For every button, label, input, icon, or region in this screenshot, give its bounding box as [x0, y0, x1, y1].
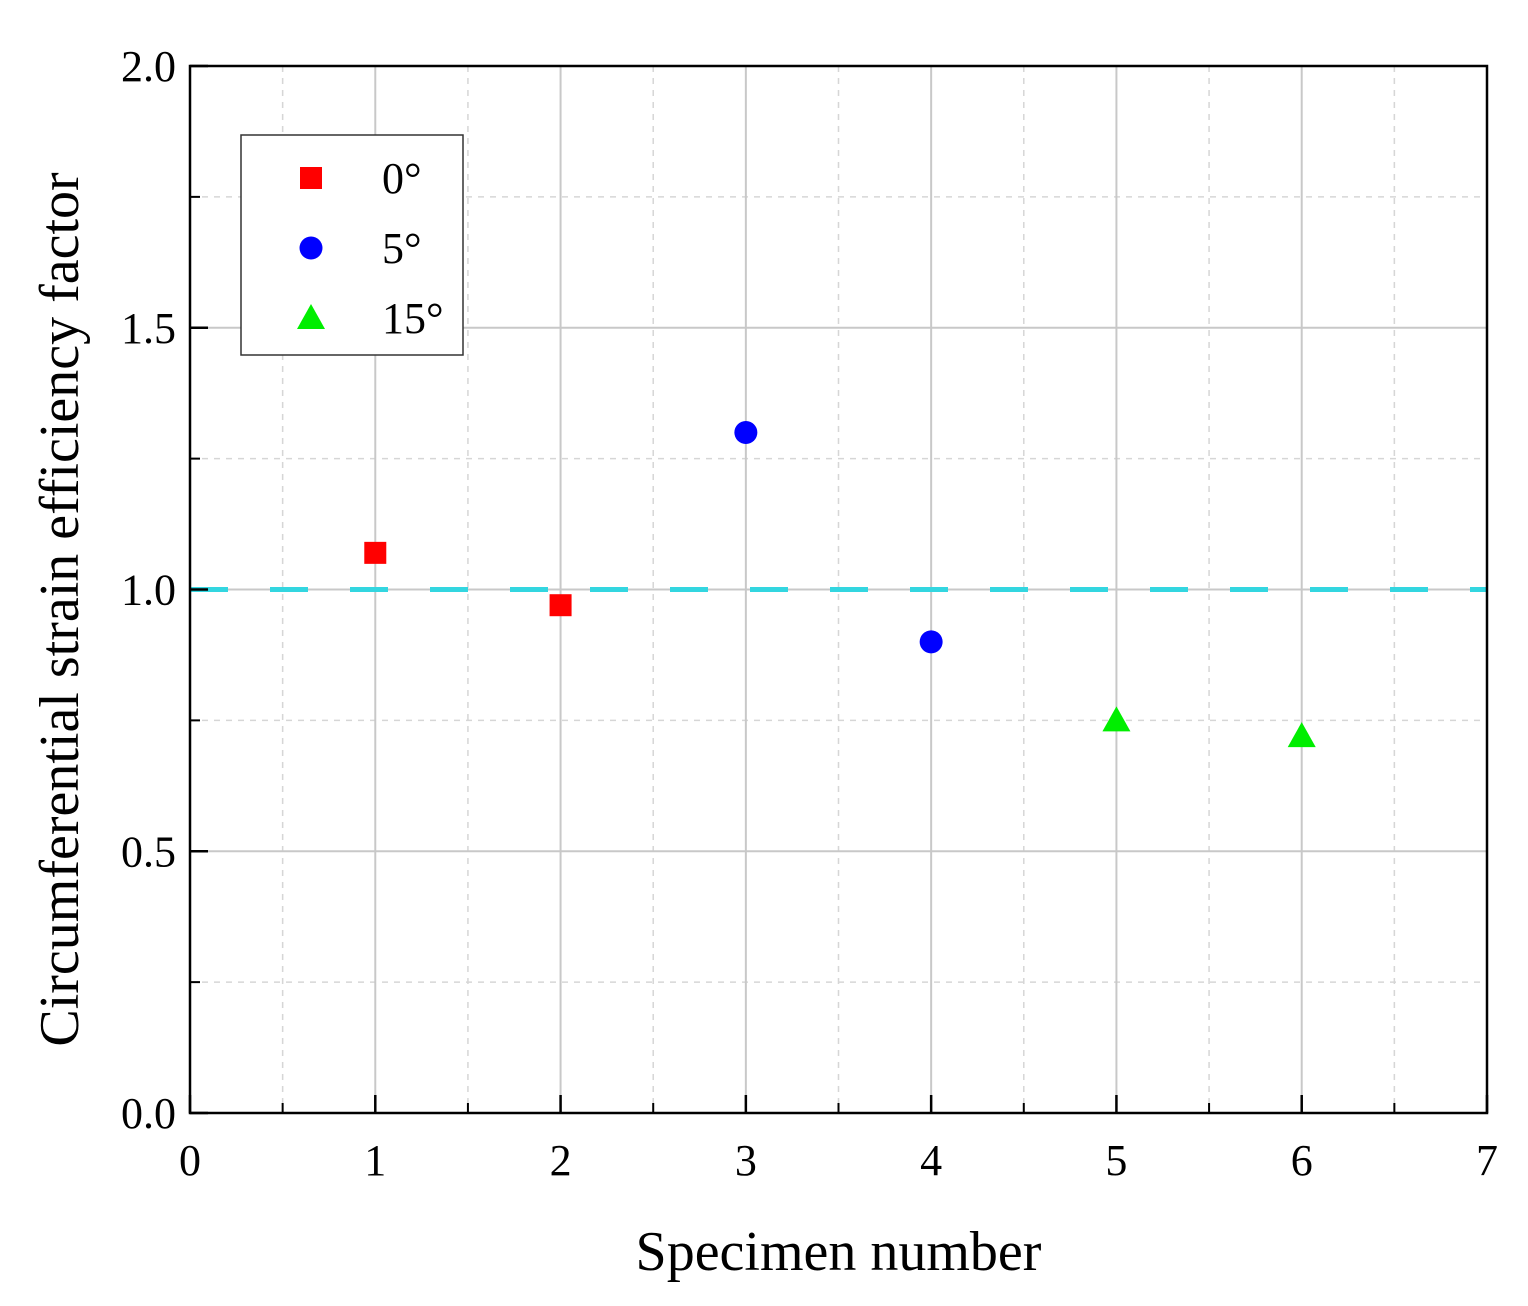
legend-label: 5°	[382, 224, 422, 273]
data-point-square-specimen-1	[364, 541, 387, 564]
data-point-triangle-specimen-5	[1102, 706, 1131, 732]
y-tick-label: 0.5	[121, 827, 176, 876]
axis-ticks	[188, 64, 1489, 1115]
y-tick-label: 1.5	[121, 304, 176, 353]
legend-box	[240, 134, 464, 356]
data-point-circle-specimen-3	[734, 420, 758, 444]
data-point-square-specimen-2	[549, 594, 572, 617]
x-tick-label: 7	[1476, 1136, 1498, 1185]
x-tick-label: 4	[920, 1136, 942, 1185]
data-points	[364, 420, 1316, 748]
legend-marker-square	[300, 167, 322, 189]
tick-labels: 0 1 2 3 4 5 6 7 0.0 0.5 1.0 1.5 2.0	[121, 42, 1498, 1185]
x-axis-title: Specimen number	[636, 1221, 1042, 1283]
legend-marker-triangle	[297, 304, 325, 329]
y-tick-label: 0.0	[121, 1089, 176, 1138]
legend-entries: 0° 5° 15°	[297, 154, 444, 343]
y-axis-title: Circumferential strain efficiency factor	[29, 172, 91, 1047]
x-tick-label: 1	[364, 1136, 386, 1185]
legend-label: 15°	[382, 294, 444, 343]
y-tick-label: 2.0	[121, 42, 176, 91]
y-tick-label: 1.0	[121, 566, 176, 615]
x-tick-label: 3	[735, 1136, 757, 1185]
legend: 0° 5° 15°	[240, 134, 464, 356]
legend-label: 0°	[382, 154, 422, 203]
x-tick-label: 5	[1105, 1136, 1127, 1185]
data-point-circle-specimen-4	[919, 630, 943, 654]
legend-marker-circle	[299, 236, 323, 260]
x-tick-label: 0	[179, 1136, 201, 1185]
x-tick-label: 2	[550, 1136, 572, 1185]
data-point-triangle-specimen-6	[1287, 722, 1316, 748]
x-tick-label: 6	[1291, 1136, 1313, 1185]
